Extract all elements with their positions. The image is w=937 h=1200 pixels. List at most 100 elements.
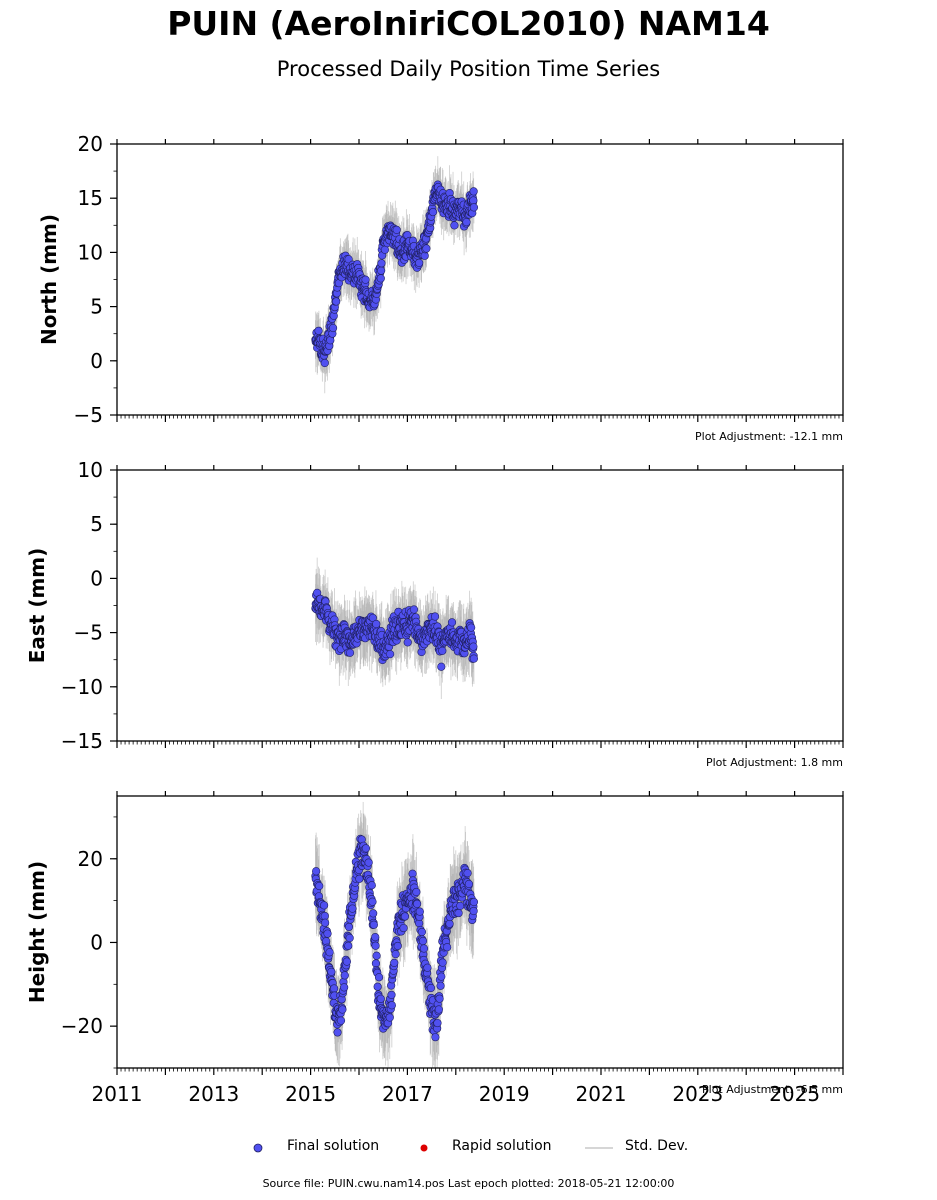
data-point [387, 1001, 396, 1010]
data-point [417, 927, 427, 937]
data-point [387, 990, 396, 999]
data-point [437, 662, 446, 671]
x-tick-label: 2021 [576, 1082, 627, 1106]
data-point [469, 642, 478, 651]
plot-frame [116, 469, 844, 742]
data-point [361, 844, 371, 853]
y-tick-label: −20 [61, 1014, 103, 1038]
data-point [415, 258, 424, 267]
y-tick-label: 5 [90, 512, 103, 536]
data-point [332, 297, 341, 306]
data-point [412, 899, 422, 908]
data-point [321, 918, 330, 927]
data-point [376, 994, 385, 1003]
data-point [428, 207, 438, 217]
data-point [364, 858, 373, 867]
data-point [320, 358, 329, 368]
legend-std-label: Std. Dev. [625, 1138, 689, 1154]
y-tick-label: 0 [90, 930, 103, 954]
data-point [435, 994, 444, 1003]
data-point [314, 326, 323, 335]
data-point [400, 912, 410, 921]
data-point [469, 654, 479, 663]
data-point [315, 881, 324, 891]
data-point [325, 948, 334, 957]
data-point [340, 971, 349, 980]
data-point [368, 613, 377, 623]
x-tick-label: 2017 [382, 1082, 433, 1106]
y-tick-label: 0 [90, 566, 103, 590]
data-point [336, 1016, 346, 1025]
time-series-chart: −5 0 5 10 15 20 North (mm) Plot Adjustment: -12… [25, 132, 844, 1106]
data-point [430, 612, 440, 621]
y-tick-label: 15 [78, 186, 103, 210]
y-tick-label: −15 [61, 729, 103, 753]
data-point [422, 244, 431, 253]
data-point [469, 187, 478, 196]
data-point [445, 919, 454, 928]
data-point [369, 909, 378, 918]
data-point [443, 943, 452, 952]
y-axis-label: East (mm) [25, 548, 49, 664]
rapid-marker-icon [420, 1144, 428, 1152]
data-point [467, 623, 476, 632]
legend-final-label: Final solution [287, 1138, 380, 1154]
plot-adjustment: Plot Adjustment: -12.1 mm [695, 430, 843, 443]
data-point [438, 958, 447, 967]
data-point [371, 933, 380, 942]
data-point [399, 923, 408, 933]
y-tick-label: −5 [74, 403, 103, 427]
data-point [418, 936, 428, 946]
data-point [367, 881, 376, 890]
plot-frame [116, 795, 844, 1069]
data-point [433, 1018, 442, 1028]
data-point [338, 1005, 347, 1014]
data-point [469, 897, 479, 907]
chart-subtitle: Processed Daily Position Time Series [276, 57, 661, 81]
data-point [415, 907, 424, 916]
data-point [312, 867, 321, 876]
data-point [372, 619, 381, 629]
data-point [355, 874, 364, 883]
data-point [328, 323, 338, 333]
y-tick-label: −5 [74, 621, 103, 645]
data-point [342, 957, 352, 966]
data-point [330, 984, 339, 993]
data-point [403, 638, 412, 647]
x-tick-label: 2025 [769, 1082, 820, 1106]
data-point [447, 618, 457, 627]
data-point [434, 1005, 443, 1014]
data-point [327, 967, 336, 976]
y-tick-label: 0 [90, 349, 103, 373]
data-point [377, 259, 386, 268]
data-point [454, 908, 463, 918]
data-point [438, 646, 447, 655]
plot-adjustment: Plot Adjustment: -6.5 mm [702, 1083, 843, 1096]
x-tick-label: 2013 [188, 1082, 239, 1106]
y-tick-label: 20 [78, 847, 103, 871]
data-point [344, 941, 353, 950]
data-point [412, 887, 421, 897]
data-point [340, 983, 349, 992]
data-point [469, 906, 478, 916]
data-point [319, 901, 329, 910]
data-point [437, 972, 446, 981]
y-tick-label: 10 [78, 458, 103, 482]
y-tick-label: 5 [90, 295, 103, 319]
data-point [409, 605, 419, 614]
data-point [344, 255, 353, 264]
data-point [373, 982, 382, 991]
plot-adjustment: Plot Adjustment: 1.8 mm [706, 756, 843, 769]
data-point [385, 1013, 394, 1022]
source-note: Source file: PUIN.cwu.nam14.pos Last epo… [262, 1177, 675, 1190]
data-point [377, 266, 386, 275]
data-point [469, 203, 479, 212]
data-point [345, 648, 355, 657]
data-point [348, 904, 357, 913]
std-dev-line-icon [585, 1147, 613, 1149]
data-point [392, 225, 401, 234]
data-point [419, 944, 429, 953]
y-tick-label: 10 [78, 240, 103, 264]
x-tick-label: 2011 [92, 1082, 143, 1106]
data-point [390, 958, 399, 967]
